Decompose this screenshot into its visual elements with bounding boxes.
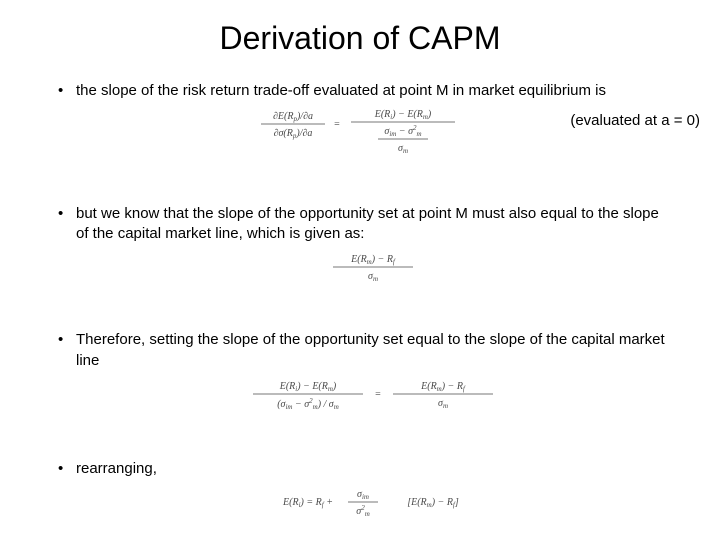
svg-text:[E(Rm) − Rf]: [E(Rm) − Rf]	[407, 497, 459, 509]
svg-text:(σim − σ2m) / σm: (σim − σ2m) / σm	[277, 397, 339, 411]
svg-text:σm: σm	[368, 271, 378, 283]
svg-text:E(Ri) − E(Rm): E(Ri) − E(Rm)	[279, 381, 337, 393]
svg-text:E(Rm) − Rf: E(Rm) − Rf	[420, 381, 466, 393]
svg-text:E(Ri) − E(Rm): E(Ri) − E(Rm)	[374, 109, 432, 121]
bullet-4: rearranging, E(Ri) = Rf + σim σ2m [E(Rm)…	[50, 459, 670, 526]
bullet-2-text: but we know that the slope of the opport…	[76, 205, 659, 242]
svg-text:σm: σm	[398, 143, 408, 155]
svg-text:E(Rm) − Rf: E(Rm) − Rf	[350, 254, 396, 266]
bullet-1: the slope of the risk return trade-off e…	[50, 81, 670, 164]
svg-text:E(Ri) = Rf +: E(Ri) = Rf +	[282, 497, 333, 509]
svg-text:σim: σim	[357, 489, 369, 501]
page-title: Derivation of CAPM	[50, 20, 670, 57]
formula-4: E(Ri) = Rf + σim σ2m [E(Rm) − Rf]	[76, 485, 670, 525]
bullet-2: but we know that the slope of the opport…	[50, 204, 670, 291]
formula-2: E(Rm) − Rf σm	[76, 250, 670, 290]
svg-text:=: =	[334, 119, 340, 130]
formula-3: E(Ri) − E(Rm) (σim − σ2m) / σm = E(Rm) −…	[76, 377, 670, 419]
bullet-4-text: rearranging,	[76, 460, 157, 477]
svg-text:∂E(Rp)/∂a: ∂E(Rp)/∂a	[273, 111, 313, 123]
bullet-1-text: the slope of the risk return trade-off e…	[76, 82, 606, 99]
svg-text:σim − σ2m: σim − σ2m	[384, 124, 421, 138]
svg-text:σm: σm	[438, 398, 448, 410]
bullet-3-text: Therefore, setting the slope of the oppo…	[76, 331, 665, 368]
bullet-list: the slope of the risk return trade-off e…	[50, 81, 670, 526]
svg-text:σ2m: σ2m	[356, 504, 370, 518]
bullet-3: Therefore, setting the slope of the oppo…	[50, 330, 670, 419]
svg-text:=: =	[375, 389, 381, 400]
bullet-1-annotation: (evaluated at a = 0)	[570, 111, 700, 131]
svg-text:∂σ(Rp)/∂a: ∂σ(Rp)/∂a	[274, 128, 313, 140]
